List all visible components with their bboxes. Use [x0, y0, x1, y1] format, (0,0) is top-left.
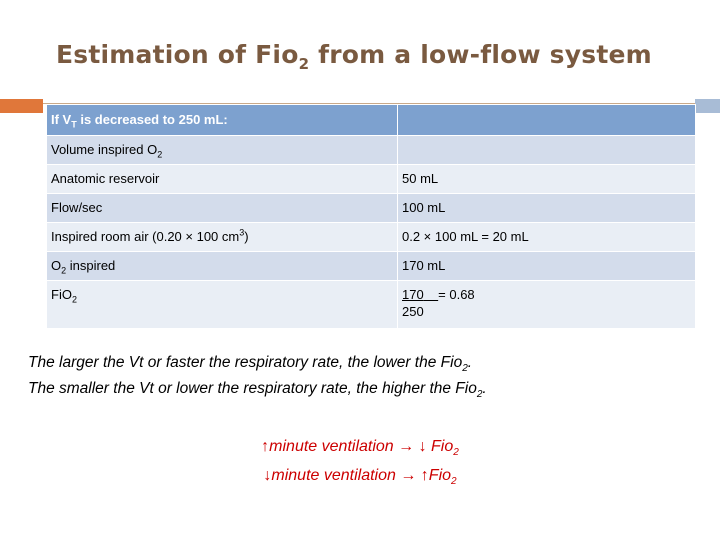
table-header-row: If VT is decreased to 250 mL:	[46, 104, 696, 136]
fraction-denominator: 250	[402, 304, 424, 319]
slide-title: Estimation of Fio2 from a low-flow syste…	[56, 40, 652, 73]
fraction-numerator: 170	[402, 287, 424, 302]
table-header-cell: If VT is decreased to 250 mL:	[46, 104, 398, 136]
table-row: Anatomic reservoir 50 mL	[46, 164, 696, 194]
explanation-notes: The larger the Vt or faster the respirat…	[28, 350, 708, 402]
summary-line-2: ↓minute ventilation → ↑Fio2	[263, 467, 457, 488]
table-row: O2 inspired 170 mL	[46, 251, 696, 281]
row-label: FiO2	[46, 280, 398, 329]
row-label: Anatomic reservoir	[46, 164, 398, 194]
note-line-2: The smaller the Vt or lower the respirat…	[28, 380, 487, 401]
row-value: 0.2 × 100 mL = 20 mL	[397, 222, 696, 252]
row-label: Volume inspired O2	[46, 135, 398, 165]
row-value	[397, 135, 696, 165]
note-line-1: The larger the Vt or faster the respirat…	[28, 354, 473, 375]
row-label: Flow/sec	[46, 193, 398, 223]
accent-divider-line	[43, 103, 695, 104]
accent-bar-right	[695, 99, 720, 113]
row-label: O2 inspired	[46, 251, 398, 281]
fio2-estimation-table: If VT is decreased to 250 mL: Volume ins…	[46, 104, 696, 329]
table-row: FiO2 170 = 0.68 250	[46, 280, 696, 329]
table-row: Volume inspired O2	[46, 135, 696, 165]
table-header-cell	[397, 104, 696, 136]
summary-line-1: ↑minute ventilation → ↓ Fio2	[261, 438, 459, 459]
table-row: Flow/sec 100 mL	[46, 193, 696, 223]
table-row: Inspired room air (0.20 × 100 cm3) 0.2 ×…	[46, 222, 696, 252]
row-value: 50 mL	[397, 164, 696, 194]
row-value: 100 mL	[397, 193, 696, 223]
accent-bar-left	[0, 99, 43, 113]
row-value: 170 mL	[397, 251, 696, 281]
fraction-result: = 0.68	[438, 287, 475, 302]
row-value-fraction: 170 = 0.68 250	[397, 280, 696, 329]
row-label: Inspired room air (0.20 × 100 cm3)	[46, 222, 398, 252]
